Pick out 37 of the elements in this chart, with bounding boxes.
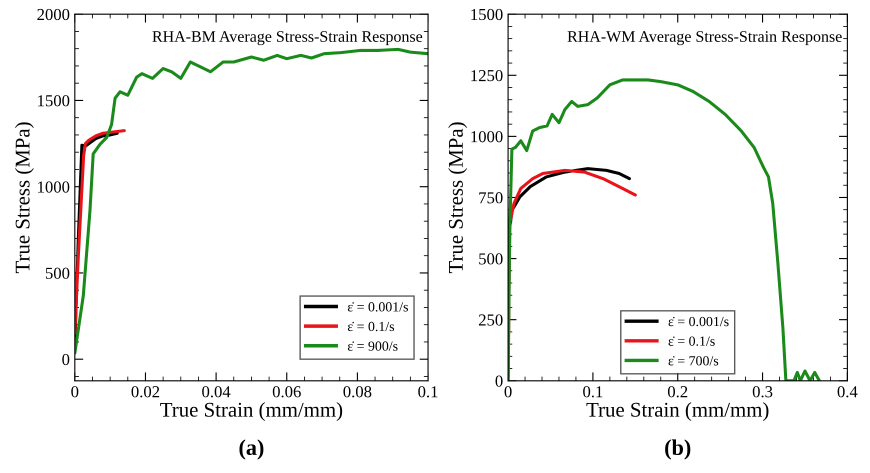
x-tick-label: 0.4 [838, 386, 858, 398]
x-tick-label: 0.1 [418, 386, 438, 398]
y-tick-label: 0 [62, 354, 70, 366]
legend-label: ε̇ = 0.001/s [348, 302, 408, 312]
text: RHA-WM Average Stress-Strain Response [568, 31, 842, 46]
x-tick-label: 0.2 [668, 386, 688, 398]
x-tick-label: 0.1 [583, 386, 602, 398]
x-tick-label: 0.3 [752, 386, 772, 398]
legend-label: ε̇ = 0.1/s [668, 336, 715, 346]
legend-label: ε̇ = 700/s [668, 356, 718, 366]
x-axis-title: True Strain (mm/mm) [160, 402, 342, 422]
x-tick-label: 0 [71, 386, 78, 398]
x-tick-label: 0.08 [343, 386, 372, 398]
y-tick-label: 1000 [38, 181, 70, 193]
y-axis-title: True Stress (MPa) [14, 122, 34, 274]
x-tick-label: 0.06 [272, 386, 301, 398]
text: RHA-BM Average Stress-Strain Response [152, 31, 422, 46]
x-tick-label: 0.04 [202, 386, 230, 398]
y-tick-label: 1500 [38, 95, 70, 106]
text: (b) [665, 439, 690, 460]
legend-label: ε̇ = 0.001/s [668, 316, 729, 326]
y-tick-label: 500 [479, 253, 503, 265]
y-tick-label: 1500 [471, 8, 503, 20]
y-axis-title: True Stress (MPa) [448, 122, 468, 274]
y-tick-label: 250 [478, 314, 503, 326]
y-tick-label: 2000 [37, 8, 70, 20]
x-tick-label: 0.02 [132, 386, 160, 398]
y-tick-label: 1250 [471, 70, 503, 82]
legend-label: ε̇ = 0.1/s [348, 322, 394, 332]
y-tick-label: 500 [46, 268, 70, 279]
x-tick-label: 0 [504, 386, 512, 398]
y-tick-label: 1000 [471, 131, 503, 142]
x-axis-title: True Strain (mm/mm) [586, 402, 768, 422]
y-tick-label: 0 [496, 375, 503, 387]
y-tick-label: 750 [479, 192, 503, 204]
legend-label: ε̇ = 900/s [348, 341, 398, 351]
text: (a) [239, 439, 264, 460]
